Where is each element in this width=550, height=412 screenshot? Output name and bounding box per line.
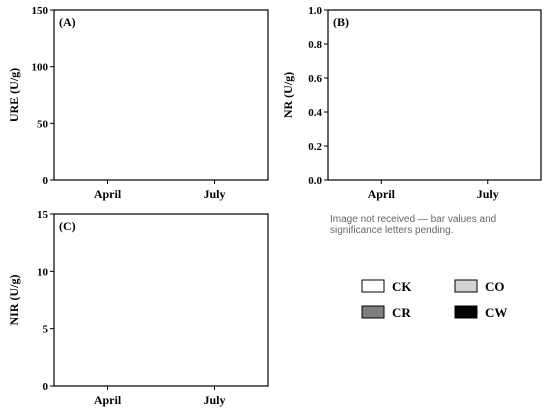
legend-swatch-ck: [361, 279, 385, 293]
legend-label-cw: CW: [485, 305, 507, 320]
y-tick-label: 0.0: [308, 175, 322, 187]
x-category-label: April: [368, 187, 396, 201]
panel-label: (C): [59, 219, 76, 233]
y-tick-label: 1.0: [308, 5, 322, 17]
chart-panel-2: 0.0 0.2 0.4 0.6 0.8 1.0 NR (U/g) (B) April July: [281, 5, 542, 201]
plot-frame: [327, 9, 542, 181]
chart-panel-1: 0 50 100 150 URE (U/g) (A) April July: [7, 5, 269, 201]
legend-swatch-co: [454, 279, 478, 293]
y-axis-label: URE (U/g): [7, 68, 21, 122]
y-tick-label: 150: [32, 5, 49, 17]
pending-data-notice: Image not received — bar values and sign…: [330, 214, 497, 236]
x-category-label: July: [477, 187, 499, 201]
y-axis-label: NR (U/g): [281, 72, 295, 118]
y-tick-label: 0: [43, 175, 49, 187]
x-category-label: April: [94, 187, 122, 201]
panel-label: (B): [333, 15, 349, 29]
y-tick-label: 0.8: [308, 39, 322, 51]
y-tick-label: 100: [32, 62, 49, 74]
legend-swatch-cw: [454, 305, 478, 319]
y-tick-label: 0: [43, 381, 49, 393]
plot-frame: [53, 213, 269, 387]
legend-swatch-cr: [361, 305, 385, 319]
panel-label: (A): [59, 15, 76, 29]
legend: CK CO CR CW: [361, 279, 507, 320]
y-tick-label: 0.2: [308, 141, 322, 153]
legend-label-cr: CR: [392, 305, 411, 320]
chart-panel-3: 0 5 10 15 NIR (U/g) (C) April July: [7, 209, 269, 407]
y-tick-label: 5: [43, 324, 49, 336]
x-category-label: July: [203, 393, 225, 407]
y-tick-label: 0.6: [308, 73, 322, 85]
x-category-label: July: [203, 187, 225, 201]
x-category-label: April: [94, 393, 122, 407]
y-tick-label: 0.4: [308, 107, 322, 119]
y-tick-label: 15: [37, 209, 49, 221]
y-tick-label: 50: [37, 118, 49, 130]
y-axis-label: NIR (U/g): [7, 275, 21, 326]
plot-frame: [53, 9, 269, 181]
y-tick-label: 10: [37, 266, 49, 278]
legend-label-co: CO: [485, 279, 505, 294]
legend-label-ck: CK: [392, 279, 412, 294]
